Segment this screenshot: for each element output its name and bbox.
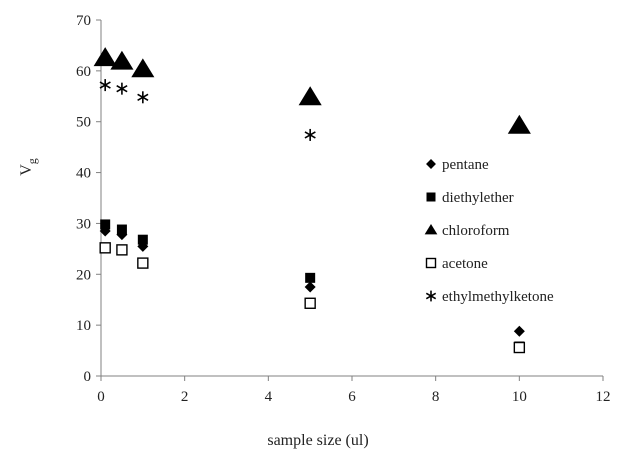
x-axis-title: sample size (ul) [267,432,368,449]
data-point-ethylmethylketone [304,128,316,141]
x-tick-label: 4 [265,389,273,405]
axes [100,20,603,377]
y-tick-label: 20 [76,267,91,283]
y-tick-label: 30 [76,216,91,232]
data-point-diethylether [137,234,148,245]
data-point-chloroform [93,47,117,67]
legend-label: ethylmethylketone [442,289,554,305]
data-point-acetone [513,341,526,354]
data-point-pentane [513,325,525,337]
data-point-ethylmethylketone [99,79,111,92]
y-tick-label: 40 [76,166,91,182]
legend-item-acetone: acetone [425,256,488,272]
data-point-ethylmethylketone [116,82,128,95]
legend-marker-open-square-icon [425,257,437,269]
series-ethylmethylketone [99,79,316,141]
data-point-diethylether [116,224,127,235]
data-point-acetone [137,257,149,269]
y-axis-title-main: V [18,164,35,176]
x-tick-label: 12 [596,389,611,405]
y-tick-label: 60 [76,64,91,80]
legend-item-diethylether: diethylether [426,190,514,206]
x-tick-label: 0 [97,389,105,405]
legend-item-ethylmethylketone: ethylmethylketone [425,289,554,305]
data-point-chloroform [298,86,322,106]
y-axis-title: Vg [18,158,39,176]
y-tick-label: 10 [76,318,91,334]
x-tick-label: 10 [512,389,527,405]
x-tick-label: 8 [432,389,440,405]
data-point-diethylether [100,219,111,230]
legend-item-chloroform: chloroform [424,223,510,239]
data-point-acetone [116,244,128,256]
data-point-chloroform [507,114,531,134]
legend-marker-triangle-icon [424,223,438,235]
y-tick-label: 50 [76,115,91,131]
data-point-acetone [304,297,316,309]
legend: pentane diethylether chloroform acetone ethy… [424,157,554,305]
data-point-pentane [304,281,316,293]
legend-marker-square-icon [426,192,436,202]
legend-marker-diamond-icon [426,159,436,169]
legend-label: chloroform [442,223,510,239]
y-tick-label: 0 [84,369,92,385]
legend-item-pentane: pentane [426,157,489,173]
data-point-diethylether [305,272,316,283]
data-points [93,47,531,354]
x-tick-label: 2 [181,389,189,405]
data-point-acetone [99,242,111,254]
series-chloroform [93,47,531,134]
x-tick-label: 6 [348,389,356,405]
y-tick-label: 70 [76,13,91,29]
series-acetone [99,242,526,354]
data-point-ethylmethylketone [137,91,149,104]
legend-label: pentane [442,157,489,173]
legend-label: diethylether [442,190,514,206]
data-point-chloroform [131,58,155,78]
y-axis-title-subscript: g [25,158,39,164]
legend-marker-asterisk-icon [425,290,437,302]
ticks: 0 10 20 30 40 50 60 70 0 2 4 6 8 10 12 [76,13,611,405]
data-point-chloroform [110,50,134,70]
legend-label: acetone [442,256,488,272]
